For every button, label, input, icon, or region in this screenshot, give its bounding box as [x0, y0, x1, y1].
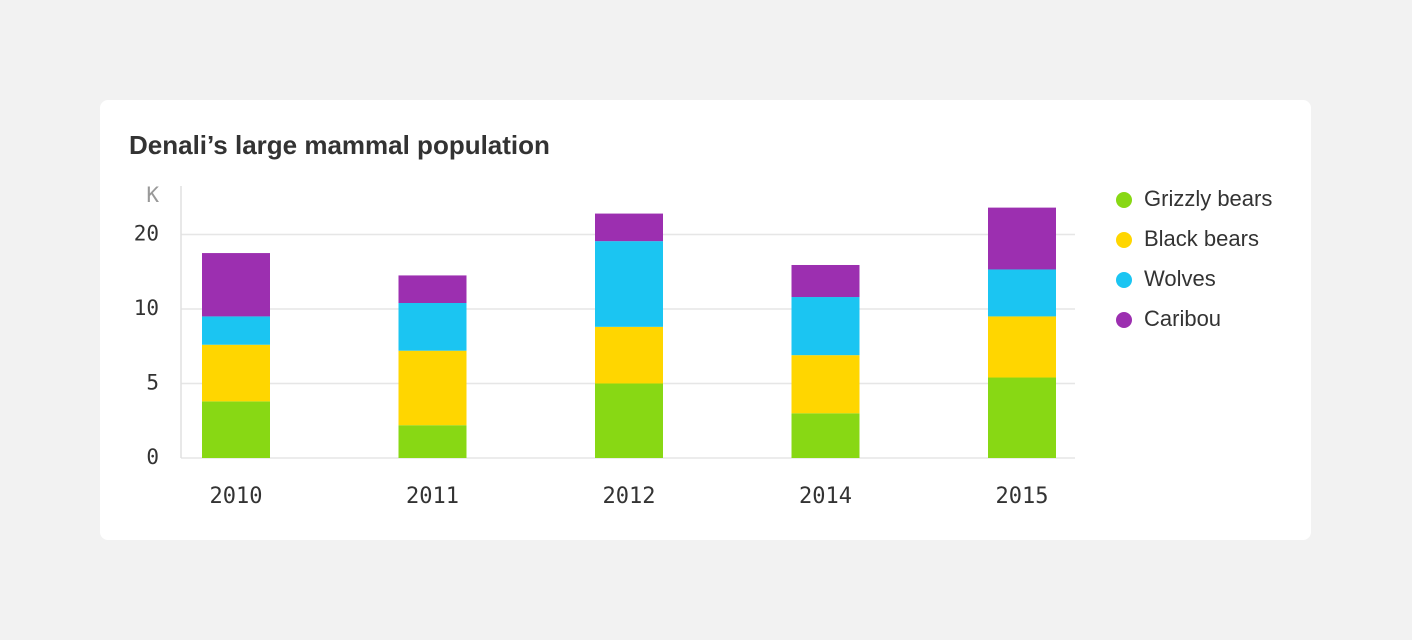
bar-segment — [595, 383, 663, 458]
legend-label: Black bears — [1144, 226, 1259, 251]
x-tick-label: 2012 — [603, 484, 656, 509]
bar-segment — [791, 355, 860, 414]
bar-segment — [398, 350, 467, 426]
chart-title: Denali’s large mammal population — [129, 130, 550, 160]
bar-segment — [791, 413, 860, 458]
bar-segment — [202, 316, 270, 345]
bar-segment — [988, 207, 1056, 270]
bar-segment — [595, 241, 663, 327]
bar-segment — [791, 264, 860, 298]
x-tick-label: 2011 — [406, 484, 459, 509]
legend-label: Caribou — [1144, 306, 1221, 331]
bar-segment — [988, 377, 1056, 458]
bar-segment — [202, 253, 270, 317]
legend-label: Grizzly bears — [1144, 186, 1272, 211]
legend-marker — [1116, 272, 1132, 288]
legend-marker — [1116, 232, 1132, 248]
x-tick-label: 2014 — [799, 484, 852, 509]
bar-segment — [398, 425, 467, 458]
bar-segment — [791, 297, 860, 356]
bar-segment — [398, 275, 467, 303]
legend-marker — [1116, 192, 1132, 208]
x-tick-label: 2010 — [210, 484, 263, 509]
bar-segment — [988, 269, 1056, 317]
y-tick-label: 5 — [146, 370, 159, 394]
x-tick-label: 2015 — [996, 484, 1049, 509]
y-tick-label: 20 — [134, 221, 159, 245]
y-axis-label: K — [146, 183, 159, 207]
legend-label: Wolves — [1144, 266, 1216, 291]
bar-segment — [595, 326, 663, 384]
y-tick-label: 10 — [134, 296, 159, 320]
bar-segment — [398, 302, 467, 351]
legend-marker — [1116, 312, 1132, 328]
bar-segment — [202, 401, 270, 458]
bar-segment — [202, 344, 270, 402]
y-tick-label: 0 — [146, 445, 159, 469]
bar-segment — [595, 213, 663, 242]
bar-segment — [988, 316, 1056, 378]
